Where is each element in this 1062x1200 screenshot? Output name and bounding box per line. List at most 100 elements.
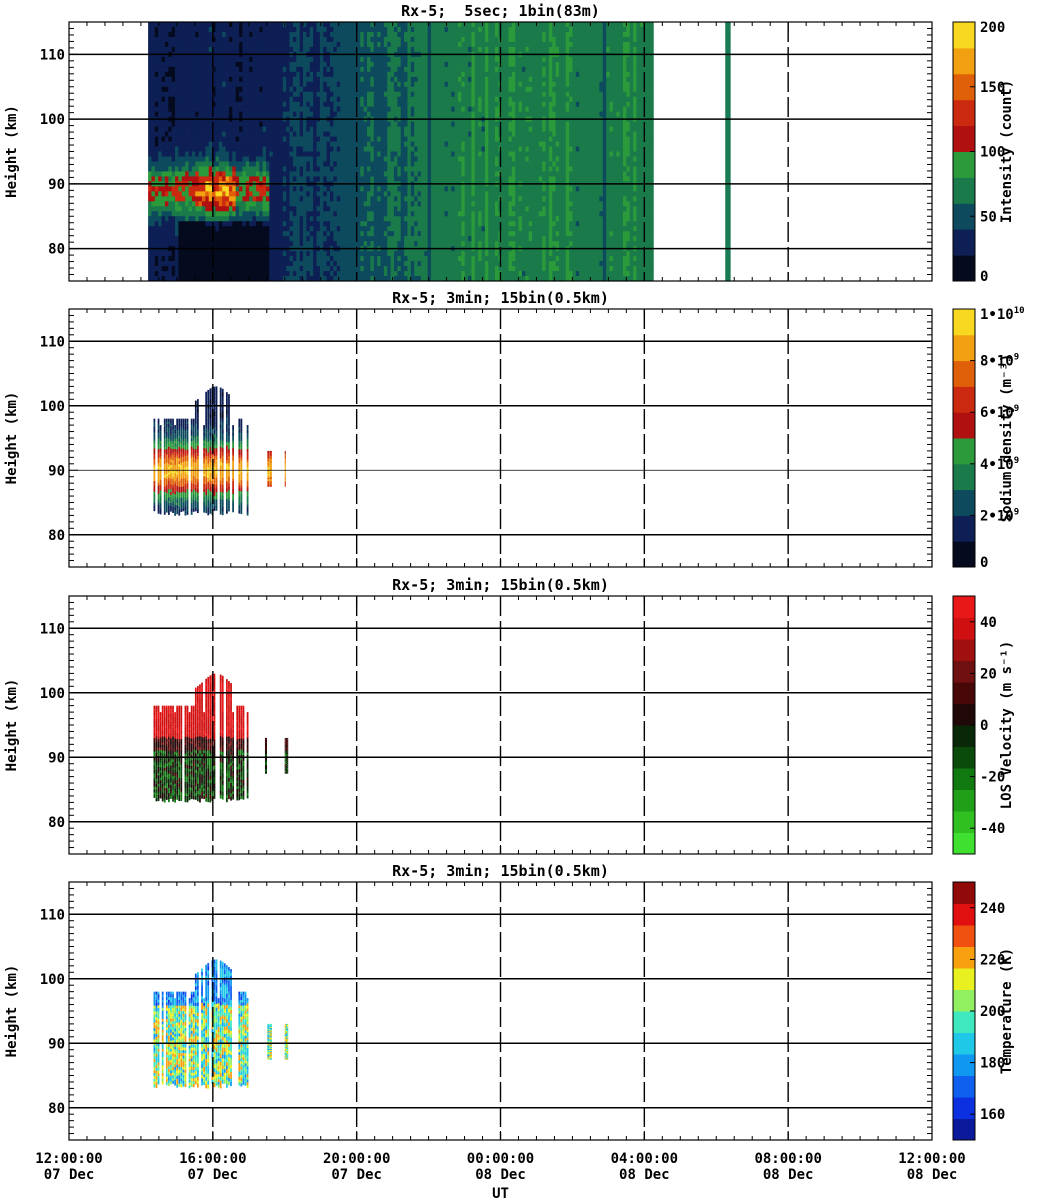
colorbar-segment xyxy=(953,334,975,362)
colorbar-segment xyxy=(953,463,975,491)
colorbar-segment xyxy=(953,438,975,465)
colorbar-segment xyxy=(953,968,975,990)
colorbar-label: Sodium density (m⁻³) xyxy=(999,354,1015,523)
x-tick-date: 08 Dec xyxy=(475,1167,526,1183)
colorbar-label: Temperature (K) xyxy=(999,948,1015,1074)
x-tick-time: 12:00:00 xyxy=(898,1151,965,1167)
panel-title: Rx-5; 3min; 15bin(0.5km) xyxy=(392,289,609,307)
colorbar-tick-label: 0 xyxy=(980,555,988,571)
panel-1: Rx-5; 5sec; 1bin(83m) 80 90 100 110 Height (k… xyxy=(4,2,1015,285)
panel-2: Rx-5; 3min; 15bin(0.5km) 80 90 100 110 Height… xyxy=(4,289,1025,571)
heatmap-data xyxy=(153,959,289,1089)
y-tick-label: 100 xyxy=(40,399,65,415)
colorbar-segment xyxy=(953,309,975,336)
colorbar-segment xyxy=(953,989,975,1012)
x-tick-time: 04:00:00 xyxy=(611,1151,678,1167)
x-tick-time: 16:00:00 xyxy=(179,1151,246,1167)
colorbar-segment xyxy=(953,541,975,568)
y-tick-label: 90 xyxy=(48,463,65,479)
colorbar-segment xyxy=(953,1011,975,1033)
y-tick-label: 100 xyxy=(40,112,65,128)
panel-4: Rx-5; 3min; 15bin(0.5km) 80 90 100 110 Height… xyxy=(4,862,1015,1141)
heatmap-data xyxy=(153,673,289,803)
x-tick-time: 12:00:00 xyxy=(35,1151,102,1167)
x-tick-time: 08:00:00 xyxy=(754,1151,821,1167)
colorbar-segment xyxy=(953,99,975,127)
y-tick-label: 90 xyxy=(48,177,65,193)
y-tick-label: 110 xyxy=(40,334,65,350)
colorbar-segment xyxy=(953,746,975,769)
panel-title: Rx-5; 3min; 15bin(0.5km) xyxy=(392,576,609,594)
colorbar-tick-label: 220 xyxy=(980,952,1005,968)
y-tick-label: 80 xyxy=(48,242,65,258)
colorbar-tick-label: -40 xyxy=(980,821,1005,837)
y-tick-label: 80 xyxy=(48,815,65,831)
x-axis-label: UT xyxy=(492,1186,509,1200)
colorbar-tick-label: 200 xyxy=(980,20,1005,36)
colorbar-tick-label: 200 xyxy=(980,1004,1005,1020)
colorbar-tick-label: 4•109 xyxy=(980,456,1019,473)
colorbar-segment xyxy=(953,811,975,833)
colorbar-segment xyxy=(953,386,975,413)
colorbar-segment xyxy=(953,946,975,969)
colorbar: 0 2•109 4•109 6•109 8•109 1•1010 Sodium densit… xyxy=(952,306,1025,571)
colorbar-segment xyxy=(953,489,975,516)
colorbar-segment xyxy=(953,255,975,282)
y-tick-label: 90 xyxy=(48,1036,65,1052)
axis-ticks xyxy=(68,595,933,855)
colorbar-segment xyxy=(953,1097,975,1119)
panel-title: Rx-5; 3min; 15bin(0.5km) xyxy=(392,862,609,880)
colorbar-tick-label: 150 xyxy=(980,80,1005,96)
colorbar-tick-label: 6•109 xyxy=(980,404,1019,421)
grid xyxy=(69,309,932,567)
colorbar-segment xyxy=(953,177,975,204)
x-tick-date: 07 Dec xyxy=(331,1167,382,1183)
y-axis-label: Height (km) xyxy=(4,965,20,1058)
colorbar-segment xyxy=(953,229,975,256)
grid xyxy=(69,22,932,281)
colorbar-label: Intensity (count) xyxy=(999,80,1015,223)
axis-ticks xyxy=(68,308,933,568)
x-tick-date: 08 Dec xyxy=(619,1167,670,1183)
colorbar-segment xyxy=(953,925,975,947)
y-tick-label: 80 xyxy=(48,1101,65,1117)
axis-ticks xyxy=(68,21,933,282)
colorbar-segment xyxy=(953,789,975,812)
colorbar-tick-label: -20 xyxy=(980,770,1005,786)
x-tick-date: 08 Dec xyxy=(763,1167,814,1183)
colorbar-segment xyxy=(953,151,975,178)
panel-3: Rx-5; 3min; 15bin(0.5km) 80 90 100 110 Height… xyxy=(4,576,1015,855)
y-axis-label: Height (km) xyxy=(4,679,20,772)
colorbar-tick-label: 0 xyxy=(980,718,988,734)
colorbar-segment xyxy=(953,596,975,618)
colorbar-segment xyxy=(953,1075,975,1098)
colorbar-segment xyxy=(953,1054,975,1076)
grid xyxy=(69,596,932,854)
y-axis-label: Height (km) xyxy=(4,105,20,198)
x-tick-date: 08 Dec xyxy=(907,1167,958,1183)
colorbar-tick-label: 100 xyxy=(980,145,1005,161)
colorbar-tick-label: 50 xyxy=(980,209,997,225)
colorbar-segment xyxy=(953,1032,975,1055)
panel-title: Rx-5; 5sec; 1bin(83m) xyxy=(401,2,600,20)
colorbar-segment xyxy=(953,768,975,790)
colorbar-tick-label: 40 xyxy=(980,615,997,631)
colorbar-segment xyxy=(953,73,975,101)
x-tick-time: 00:00:00 xyxy=(467,1151,534,1167)
y-tick-label: 80 xyxy=(48,528,65,544)
colorbar-tick-label: 8•109 xyxy=(980,353,1019,370)
colorbar-segment xyxy=(953,703,975,726)
x-tick-time: 20:00:00 xyxy=(323,1151,390,1167)
colorbar-segment xyxy=(953,22,975,49)
colorbar-segment xyxy=(953,639,975,661)
grid xyxy=(69,882,932,1140)
colorbar-segment xyxy=(953,725,975,747)
colorbar: 0 50 100 150 200 Intensity (count) xyxy=(952,20,1015,285)
axis-ticks xyxy=(68,881,933,1141)
colorbar-segment xyxy=(953,360,975,387)
y-tick-label: 110 xyxy=(40,621,65,637)
y-tick-label: 110 xyxy=(40,47,65,63)
